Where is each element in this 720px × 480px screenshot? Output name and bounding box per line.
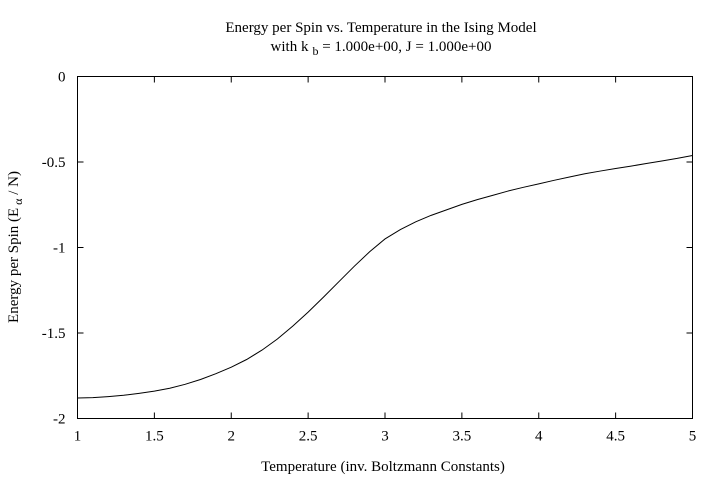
x-tick-label: 5 <box>689 429 697 445</box>
ylabel-subscript: α <box>11 198 25 205</box>
title-subscript: b <box>312 44 318 58</box>
y-axis-label: Energy per Spin (Eα / N) <box>6 171 25 323</box>
x-tick-label: 2 <box>228 429 236 445</box>
y-axis-ticks: -2 -1.5 -1 -0.5 0 <box>42 70 693 428</box>
y-tick-label: -2 <box>53 412 66 428</box>
x-tick-label: 1 <box>74 429 82 445</box>
plot-frame <box>77 76 693 419</box>
y-tick-label: -1.5 <box>42 326 66 342</box>
x-tick-label: 1.5 <box>145 429 164 445</box>
chart-title-line-1: Energy per Spin vs. Temperature in the I… <box>225 20 536 36</box>
x-tick-label: 4.5 <box>606 429 625 445</box>
x-tick-label: 4 <box>535 429 543 445</box>
energy-curve <box>77 155 693 399</box>
y-tick-label: -1 <box>53 241 66 257</box>
x-axis-label: Temperature (inv. Boltzmann Constants) <box>261 459 505 475</box>
y-tick-label: 0 <box>58 70 66 86</box>
y-tick-label: -0.5 <box>42 155 66 171</box>
x-tick-label: 3 <box>381 429 389 445</box>
x-tick-label: 3.5 <box>453 429 472 445</box>
x-axis-ticks: 1 1.5 2 2.5 3 3.5 4 4.5 5 <box>74 76 697 445</box>
x-tick-label: 2.5 <box>299 429 318 445</box>
